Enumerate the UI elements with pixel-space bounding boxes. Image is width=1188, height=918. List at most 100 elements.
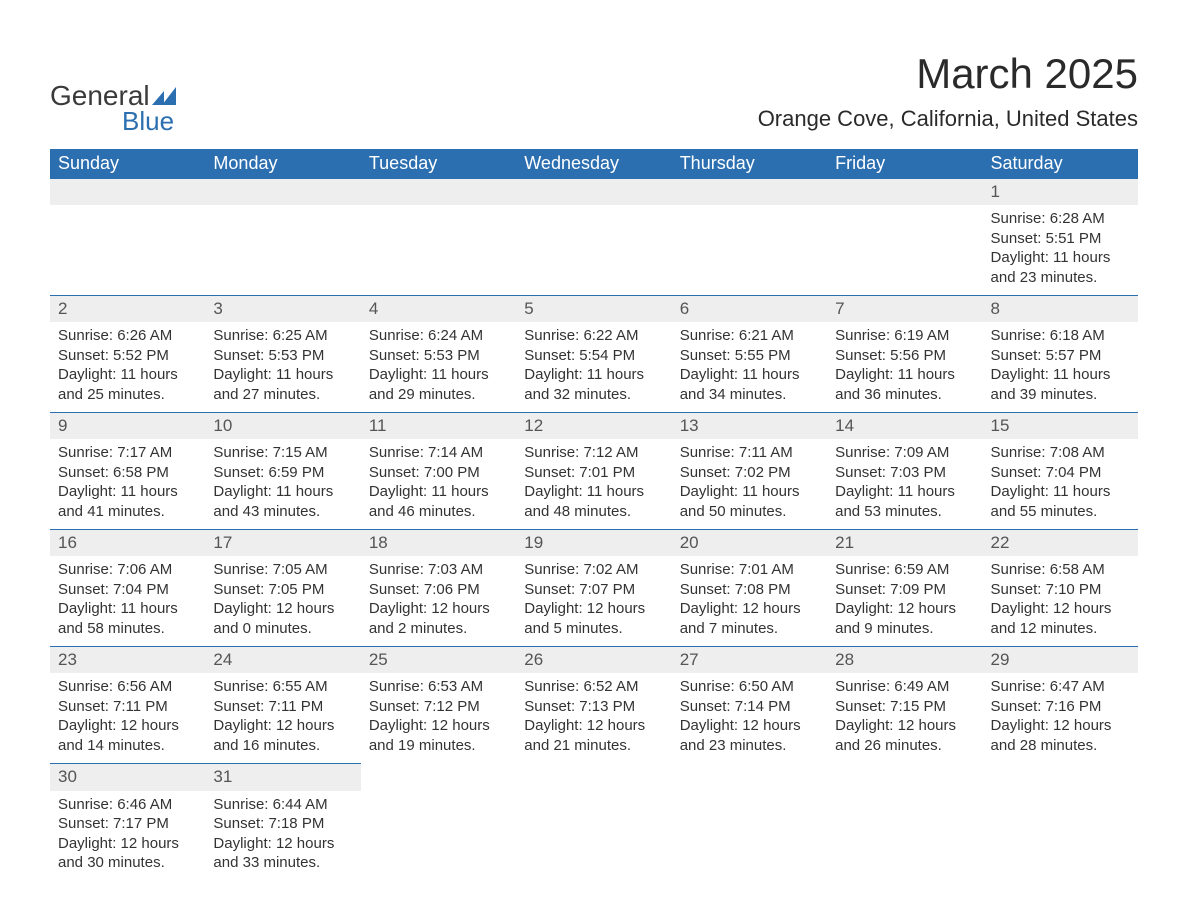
day-number-cell: 1 bbox=[983, 179, 1138, 206]
daynum-row: 2345678 bbox=[50, 296, 1138, 323]
sunset-text: Sunset: 7:04 PM bbox=[991, 463, 1130, 483]
sunset-text: Sunset: 5:53 PM bbox=[213, 346, 352, 366]
day-number-cell: 3 bbox=[205, 296, 360, 323]
sunrise-text: Sunrise: 7:01 AM bbox=[680, 560, 819, 580]
sunrise-text: Sunrise: 6:56 AM bbox=[58, 677, 197, 697]
daylight-text: Daylight: 11 hours and 50 minutes. bbox=[680, 482, 819, 521]
day-detail-cell: Sunrise: 7:09 AMSunset: 7:03 PMDaylight:… bbox=[827, 439, 982, 530]
sunrise-text: Sunrise: 6:58 AM bbox=[991, 560, 1130, 580]
day-detail-cell: Sunrise: 6:49 AMSunset: 7:15 PMDaylight:… bbox=[827, 673, 982, 764]
daylight-text: Daylight: 12 hours and 19 minutes. bbox=[369, 716, 508, 755]
day-number-cell: 25 bbox=[361, 647, 516, 674]
day-detail-cell: Sunrise: 7:14 AMSunset: 7:00 PMDaylight:… bbox=[361, 439, 516, 530]
day-number-cell bbox=[983, 764, 1138, 791]
weekday-header: Wednesday bbox=[516, 149, 671, 179]
sunrise-text: Sunrise: 7:12 AM bbox=[524, 443, 663, 463]
sunrise-text: Sunrise: 6:44 AM bbox=[213, 795, 352, 815]
day-detail-cell: Sunrise: 6:19 AMSunset: 5:56 PMDaylight:… bbox=[827, 322, 982, 413]
daylight-text: Daylight: 11 hours and 46 minutes. bbox=[369, 482, 508, 521]
daylight-text: Daylight: 12 hours and 7 minutes. bbox=[680, 599, 819, 638]
sunrise-text: Sunrise: 6:25 AM bbox=[213, 326, 352, 346]
weekday-header-row: Sunday Monday Tuesday Wednesday Thursday… bbox=[50, 149, 1138, 179]
daylight-text: Daylight: 11 hours and 43 minutes. bbox=[213, 482, 352, 521]
day-detail-cell: Sunrise: 7:11 AMSunset: 7:02 PMDaylight:… bbox=[672, 439, 827, 530]
day-number-cell: 7 bbox=[827, 296, 982, 323]
day-detail-cell: Sunrise: 7:06 AMSunset: 7:04 PMDaylight:… bbox=[50, 556, 205, 647]
daynum-row: 3031 bbox=[50, 764, 1138, 791]
day-detail-cell: Sunrise: 6:58 AMSunset: 7:10 PMDaylight:… bbox=[983, 556, 1138, 647]
day-detail-cell bbox=[827, 205, 982, 296]
day-number-cell: 17 bbox=[205, 530, 360, 557]
day-detail-cell: Sunrise: 7:03 AMSunset: 7:06 PMDaylight:… bbox=[361, 556, 516, 647]
daylight-text: Daylight: 12 hours and 26 minutes. bbox=[835, 716, 974, 755]
day-number-cell: 6 bbox=[672, 296, 827, 323]
day-number-cell bbox=[516, 764, 671, 791]
sunset-text: Sunset: 7:16 PM bbox=[991, 697, 1130, 717]
daylight-text: Daylight: 11 hours and 29 minutes. bbox=[369, 365, 508, 404]
day-detail-cell: Sunrise: 6:50 AMSunset: 7:14 PMDaylight:… bbox=[672, 673, 827, 764]
sunset-text: Sunset: 7:11 PM bbox=[58, 697, 197, 717]
weekday-header: Monday bbox=[205, 149, 360, 179]
sunset-text: Sunset: 7:05 PM bbox=[213, 580, 352, 600]
header: General Blue March 2025 Orange Cove, Cal… bbox=[50, 50, 1138, 137]
daylight-text: Daylight: 11 hours and 58 minutes. bbox=[58, 599, 197, 638]
day-number-cell: 18 bbox=[361, 530, 516, 557]
sunset-text: Sunset: 7:02 PM bbox=[680, 463, 819, 483]
daylight-text: Daylight: 12 hours and 0 minutes. bbox=[213, 599, 352, 638]
daylight-text: Daylight: 12 hours and 33 minutes. bbox=[213, 834, 352, 873]
daylight-text: Daylight: 12 hours and 12 minutes. bbox=[991, 599, 1130, 638]
sunrise-text: Sunrise: 7:14 AM bbox=[369, 443, 508, 463]
sunset-text: Sunset: 7:00 PM bbox=[369, 463, 508, 483]
sunrise-text: Sunrise: 6:18 AM bbox=[991, 326, 1130, 346]
day-detail-cell: Sunrise: 7:15 AMSunset: 6:59 PMDaylight:… bbox=[205, 439, 360, 530]
day-detail-cell: Sunrise: 6:56 AMSunset: 7:11 PMDaylight:… bbox=[50, 673, 205, 764]
day-detail-cell: Sunrise: 6:44 AMSunset: 7:18 PMDaylight:… bbox=[205, 791, 360, 881]
day-number-cell bbox=[361, 764, 516, 791]
day-number-cell: 13 bbox=[672, 413, 827, 440]
sunrise-text: Sunrise: 6:26 AM bbox=[58, 326, 197, 346]
day-detail-cell: Sunrise: 6:53 AMSunset: 7:12 PMDaylight:… bbox=[361, 673, 516, 764]
day-number-cell bbox=[827, 179, 982, 206]
detail-row: Sunrise: 7:17 AMSunset: 6:58 PMDaylight:… bbox=[50, 439, 1138, 530]
day-number-cell: 2 bbox=[50, 296, 205, 323]
day-detail-cell: Sunrise: 6:28 AMSunset: 5:51 PMDaylight:… bbox=[983, 205, 1138, 296]
title-block: March 2025 Orange Cove, California, Unit… bbox=[758, 50, 1138, 132]
sunset-text: Sunset: 5:52 PM bbox=[58, 346, 197, 366]
day-detail-cell: Sunrise: 7:01 AMSunset: 7:08 PMDaylight:… bbox=[672, 556, 827, 647]
detail-row: Sunrise: 6:26 AMSunset: 5:52 PMDaylight:… bbox=[50, 322, 1138, 413]
sunrise-text: Sunrise: 6:53 AM bbox=[369, 677, 508, 697]
day-detail-cell bbox=[516, 791, 671, 881]
daylight-text: Daylight: 12 hours and 23 minutes. bbox=[680, 716, 819, 755]
sunrise-text: Sunrise: 6:55 AM bbox=[213, 677, 352, 697]
daylight-text: Daylight: 11 hours and 34 minutes. bbox=[680, 365, 819, 404]
day-number-cell: 4 bbox=[361, 296, 516, 323]
sunrise-text: Sunrise: 7:15 AM bbox=[213, 443, 352, 463]
sunset-text: Sunset: 7:12 PM bbox=[369, 697, 508, 717]
sunset-text: Sunset: 7:09 PM bbox=[835, 580, 974, 600]
sunrise-text: Sunrise: 6:49 AM bbox=[835, 677, 974, 697]
day-detail-cell: Sunrise: 6:55 AMSunset: 7:11 PMDaylight:… bbox=[205, 673, 360, 764]
weekday-header: Friday bbox=[827, 149, 982, 179]
day-detail-cell: Sunrise: 7:17 AMSunset: 6:58 PMDaylight:… bbox=[50, 439, 205, 530]
sunset-text: Sunset: 7:07 PM bbox=[524, 580, 663, 600]
day-detail-cell bbox=[361, 205, 516, 296]
daylight-text: Daylight: 12 hours and 9 minutes. bbox=[835, 599, 974, 638]
day-number-cell bbox=[672, 179, 827, 206]
daylight-text: Daylight: 12 hours and 2 minutes. bbox=[369, 599, 508, 638]
daylight-text: Daylight: 12 hours and 30 minutes. bbox=[58, 834, 197, 873]
sunset-text: Sunset: 5:55 PM bbox=[680, 346, 819, 366]
daynum-row: 9101112131415 bbox=[50, 413, 1138, 440]
sunrise-text: Sunrise: 7:05 AM bbox=[213, 560, 352, 580]
daylight-text: Daylight: 12 hours and 21 minutes. bbox=[524, 716, 663, 755]
day-number-cell: 9 bbox=[50, 413, 205, 440]
location-label: Orange Cove, California, United States bbox=[758, 106, 1138, 132]
daylight-text: Daylight: 11 hours and 55 minutes. bbox=[991, 482, 1130, 521]
day-number-cell: 29 bbox=[983, 647, 1138, 674]
daylight-text: Daylight: 11 hours and 25 minutes. bbox=[58, 365, 197, 404]
day-detail-cell bbox=[672, 205, 827, 296]
sunrise-text: Sunrise: 6:28 AM bbox=[991, 209, 1130, 229]
sunrise-text: Sunrise: 7:08 AM bbox=[991, 443, 1130, 463]
sunrise-text: Sunrise: 7:11 AM bbox=[680, 443, 819, 463]
day-number-cell bbox=[827, 764, 982, 791]
day-number-cell: 11 bbox=[361, 413, 516, 440]
